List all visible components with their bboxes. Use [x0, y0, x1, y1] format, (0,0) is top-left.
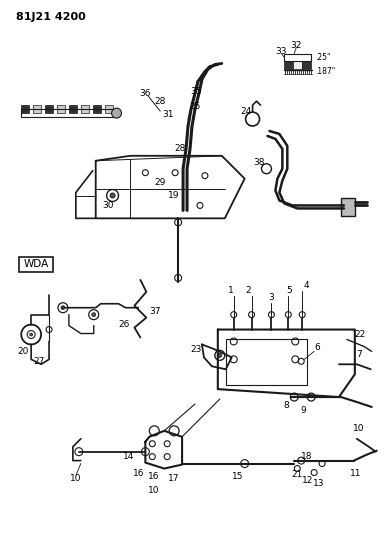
Text: .187": .187": [315, 67, 335, 76]
Text: 28: 28: [175, 144, 186, 154]
Text: 25: 25: [189, 102, 201, 111]
Bar: [93, 105, 100, 113]
Text: 36: 36: [140, 89, 151, 98]
Text: 29: 29: [154, 178, 166, 187]
Text: 3: 3: [268, 293, 274, 302]
Text: 10: 10: [147, 486, 159, 495]
Bar: [341, 198, 355, 216]
Bar: [226, 340, 307, 385]
Text: 20: 20: [17, 347, 29, 356]
Bar: [293, 61, 302, 69]
Text: 26: 26: [119, 320, 130, 329]
Text: 9: 9: [300, 407, 306, 415]
Text: 1: 1: [228, 286, 234, 295]
Text: 23: 23: [190, 345, 202, 354]
Bar: [81, 105, 89, 113]
Text: 81J21 4200: 81J21 4200: [16, 12, 86, 22]
Text: 13: 13: [314, 479, 325, 488]
Text: WDA: WDA: [24, 259, 49, 269]
Text: 7: 7: [356, 350, 362, 359]
Text: 6: 6: [314, 343, 320, 352]
Circle shape: [30, 333, 33, 336]
Bar: [21, 105, 29, 113]
Circle shape: [110, 193, 115, 198]
Bar: [45, 105, 53, 113]
Text: 2: 2: [246, 286, 251, 295]
Bar: [302, 61, 311, 69]
Text: 21: 21: [291, 470, 303, 479]
Bar: [284, 53, 311, 61]
Bar: [33, 105, 41, 113]
Text: 12: 12: [301, 476, 313, 485]
Text: 5: 5: [286, 286, 292, 295]
Bar: [284, 61, 293, 69]
Text: 38: 38: [254, 158, 265, 167]
Bar: [19, 257, 53, 272]
Text: 33: 33: [275, 47, 287, 56]
Text: 17: 17: [168, 474, 180, 483]
Text: 24: 24: [240, 107, 251, 116]
Text: 31: 31: [163, 110, 174, 119]
Text: 30: 30: [102, 201, 113, 210]
Bar: [21, 109, 113, 117]
Circle shape: [92, 313, 96, 317]
Text: 35: 35: [190, 87, 202, 96]
Text: 32: 32: [291, 41, 302, 50]
Bar: [69, 105, 77, 113]
Circle shape: [61, 306, 65, 310]
Text: 18: 18: [301, 452, 313, 461]
Text: 27: 27: [33, 357, 45, 366]
Text: 16: 16: [147, 472, 159, 481]
Bar: [57, 105, 65, 113]
Text: 22: 22: [354, 330, 365, 339]
Text: 11: 11: [350, 469, 362, 478]
Text: 19: 19: [168, 191, 180, 200]
Circle shape: [218, 353, 222, 357]
Text: 16: 16: [133, 469, 144, 478]
Text: 37: 37: [149, 307, 161, 316]
Text: 14: 14: [123, 452, 134, 461]
Text: 4: 4: [303, 281, 309, 290]
Text: 10: 10: [353, 424, 365, 433]
Text: .25": .25": [315, 53, 331, 62]
Circle shape: [112, 108, 121, 118]
Bar: [105, 105, 113, 113]
Text: 15: 15: [232, 472, 243, 481]
Text: 10: 10: [70, 474, 81, 483]
Text: 28: 28: [154, 96, 166, 106]
Text: 8: 8: [284, 401, 289, 410]
